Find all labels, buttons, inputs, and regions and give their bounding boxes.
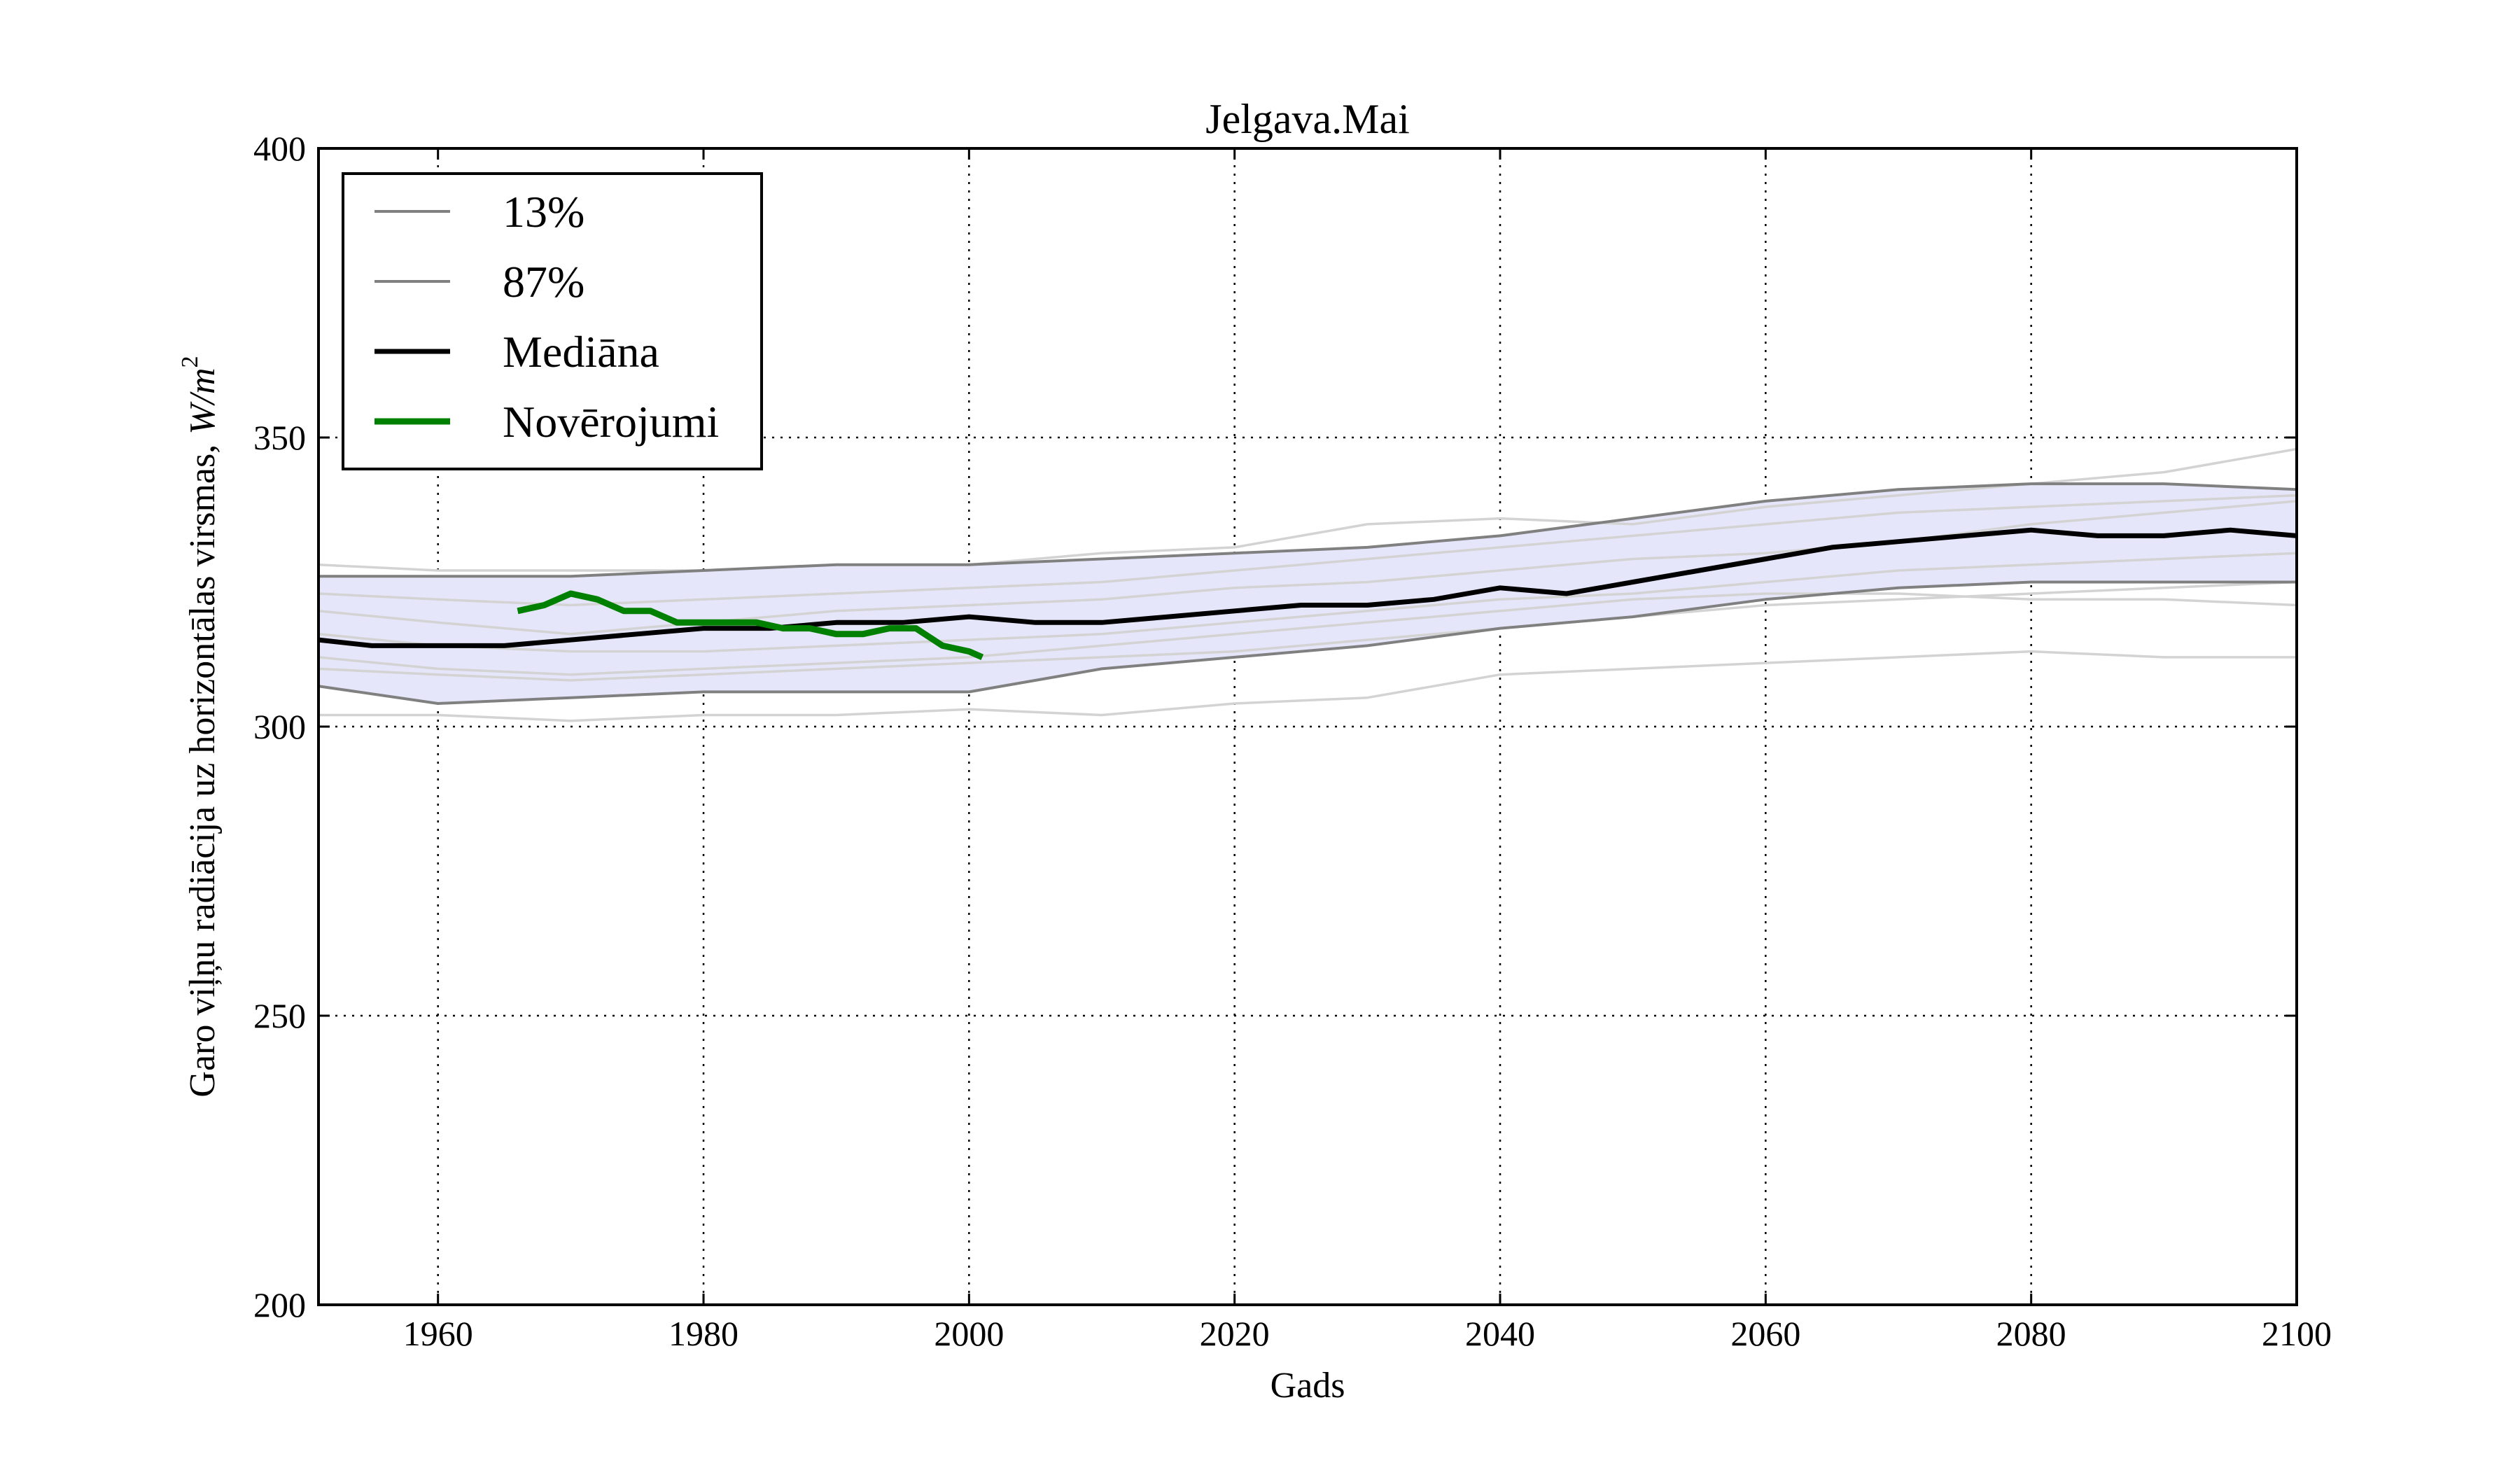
x-tick-label: 2060 (1730, 1314, 1800, 1353)
x-tick-label: 2000 (934, 1314, 1004, 1353)
y-tick-label: 300 (253, 707, 306, 746)
ensemble-line (318, 552, 2297, 653)
ensemble-line (318, 447, 2297, 572)
legend-label: Novērojumi (503, 397, 719, 447)
x-axis-label: Gads (1270, 1366, 1345, 1406)
series-line-2 (318, 527, 2297, 648)
legend-label: 87% (503, 257, 584, 307)
series-lines (318, 482, 2297, 705)
percentile-band (318, 484, 2297, 704)
legend-label: Mediāna (503, 327, 659, 377)
y-axis-label-unit-exponent: 2 (177, 356, 203, 368)
series-line-3 (517, 590, 984, 661)
y-axis-label-unit: W/m (183, 368, 223, 434)
ensemble-lines (318, 447, 2297, 722)
ensemble-line (318, 500, 2297, 636)
y-axis-label-text: Garo viļņu radiācija uz horizontālas vir… (183, 444, 223, 1098)
y-tick-label: 250 (253, 996, 306, 1035)
legend-label: 13% (503, 187, 584, 237)
ensemble-line (318, 493, 2297, 607)
axis-ticks: 1960 1980 2000 2020 2040 2060 2080 2100 200 250 30… (253, 129, 2332, 1353)
x-tick-label: 2100 (2262, 1314, 2332, 1353)
chart-title: Jelgava.Mai (1205, 96, 1410, 142)
y-tick-label: 200 (253, 1285, 306, 1324)
x-tick-label: 1960 (403, 1314, 473, 1353)
y-tick-label: 400 (253, 129, 306, 168)
y-axis-label: Garo viļņu radiācija uz horizontālas vir… (177, 356, 223, 1097)
ensemble-line (318, 650, 2297, 722)
series-line-0 (318, 580, 2297, 705)
x-tick-label: 2020 (1200, 1314, 1270, 1353)
y-tick-label: 350 (253, 418, 306, 457)
series-line-1 (318, 482, 2297, 578)
x-tick-label: 1980 (668, 1314, 738, 1353)
legend: 13% 87% Mediāna Novērojumi (342, 172, 763, 470)
x-tick-label: 2040 (1465, 1314, 1535, 1353)
ensemble-line (318, 580, 2297, 682)
x-tick-label: 2080 (1996, 1314, 2066, 1353)
plot-content (318, 447, 2297, 722)
